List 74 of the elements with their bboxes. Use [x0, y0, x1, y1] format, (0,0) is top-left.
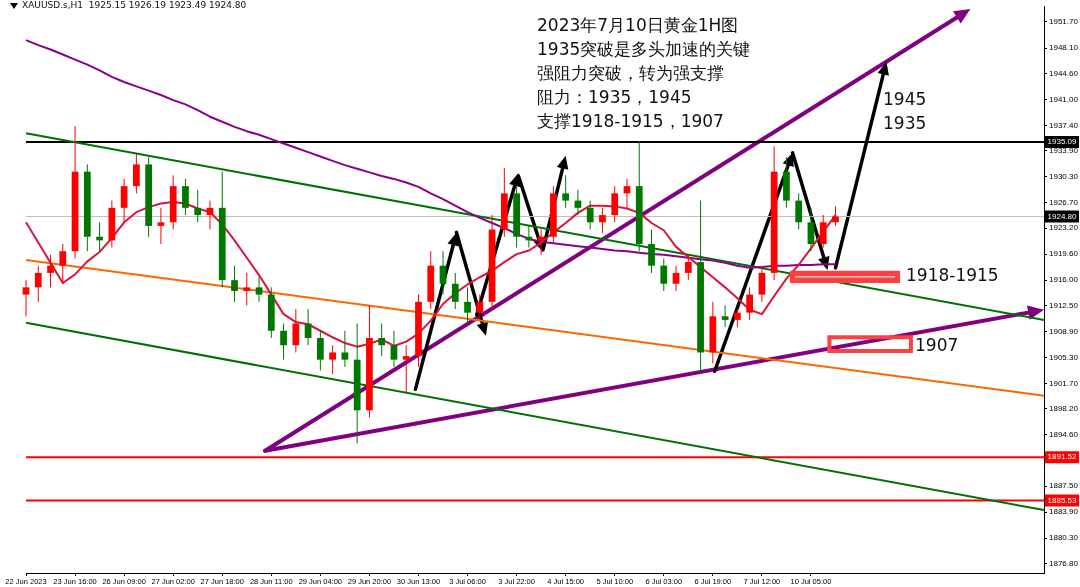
- candlestick: [586, 200, 594, 231]
- ref-line-label: 1885.53: [1047, 495, 1078, 505]
- candlestick: [316, 330, 324, 372]
- candlestick: [120, 178, 128, 223]
- y-tick-label: 1933.90: [1049, 145, 1079, 155]
- candlestick: [341, 330, 349, 368]
- y-tick-label: 1901.70: [1049, 378, 1079, 388]
- y-tick-label: 1923.20: [1049, 223, 1079, 233]
- candlestick: [611, 185, 619, 223]
- candlestick: [721, 304, 729, 328]
- y-tick-label: 1912.50: [1049, 300, 1079, 310]
- y-tick-label: 1908.90: [1049, 326, 1079, 336]
- candlestick: [648, 229, 655, 274]
- annotation: 阻力：1935，1945: [537, 86, 692, 108]
- candlestick: [476, 294, 484, 321]
- y-tick-label: 1919.60: [1049, 249, 1079, 259]
- text: 2023年7月10日黄金1H图: [537, 14, 739, 36]
- annotation: 强阻力突破，转为强支撑: [537, 62, 724, 84]
- ref-line-label: 1935.09: [1047, 137, 1078, 147]
- candlestick: [47, 254, 54, 288]
- y-tick-label: 1937.40: [1049, 120, 1079, 130]
- annotation: 支撑1918-1915，1907: [537, 110, 724, 132]
- candlestick: [194, 189, 202, 223]
- candlestick: [734, 308, 741, 328]
- annotation: 1935: [883, 112, 927, 134]
- band-label: 1918-1915: [906, 265, 999, 286]
- candlestick: [746, 286, 754, 321]
- candlestick: [819, 214, 827, 249]
- candlestick: [133, 153, 140, 194]
- candlestick: [243, 272, 251, 306]
- candlestick: [22, 279, 30, 317]
- candlestick: [402, 344, 410, 393]
- candlestick: [464, 286, 471, 325]
- y-tick-label: 1930.30: [1049, 171, 1079, 181]
- candlestick: [390, 330, 398, 368]
- candlestick: [795, 192, 803, 231]
- y-tick-label: 1898.20: [1049, 404, 1079, 414]
- y-tick-label: 1916.00: [1049, 275, 1079, 285]
- y-tick-label: 1883.90: [1049, 507, 1079, 517]
- candlestick: [329, 344, 336, 375]
- candlestick: [34, 265, 42, 303]
- candlestick: [292, 308, 300, 353]
- candlestick: [807, 207, 815, 252]
- candlestick: [599, 207, 606, 234]
- y-tick-label: 1951.70: [1049, 17, 1079, 27]
- candlestick: [182, 178, 189, 216]
- candlestick: [59, 243, 67, 285]
- candlestick: [832, 205, 839, 227]
- y-tick-label: 1944.60: [1049, 68, 1079, 78]
- candlestick: [672, 265, 680, 292]
- y-tick-label: 1926.70: [1049, 197, 1079, 207]
- candlestick: [280, 323, 287, 361]
- candlestick: [231, 265, 238, 303]
- ref-line-label: 1891.52: [1047, 452, 1078, 462]
- y-tick-label: 1894.60: [1049, 430, 1079, 440]
- y-tick-label: 1880.30: [1049, 533, 1079, 543]
- y-tick-label: 1876.80: [1049, 558, 1079, 568]
- y-tick-label: 1887.50: [1049, 481, 1079, 491]
- candlestick: [758, 265, 766, 303]
- candlestick: [451, 272, 459, 310]
- y-tick-label: 1948.10: [1049, 43, 1079, 53]
- candlestick: [378, 323, 386, 357]
- candlestick: [562, 174, 570, 209]
- candlestick: [157, 207, 165, 245]
- text: 1935突破是多头加速的关键: [537, 38, 751, 60]
- y-tick-label: 1941.00: [1049, 94, 1079, 104]
- annotation: 1945: [883, 88, 927, 110]
- candlestick: [684, 254, 692, 281]
- y-tick-label: 1905.30: [1049, 352, 1079, 362]
- annotation: XAUUSD.s,H1 1925.15 1926.19 1923.49 1924.80: [22, 0, 247, 11]
- annotation: 1907: [915, 334, 959, 356]
- candlestick: [255, 276, 263, 303]
- candlestick: [660, 257, 668, 292]
- ref-line-label: 1924.80: [1047, 211, 1078, 221]
